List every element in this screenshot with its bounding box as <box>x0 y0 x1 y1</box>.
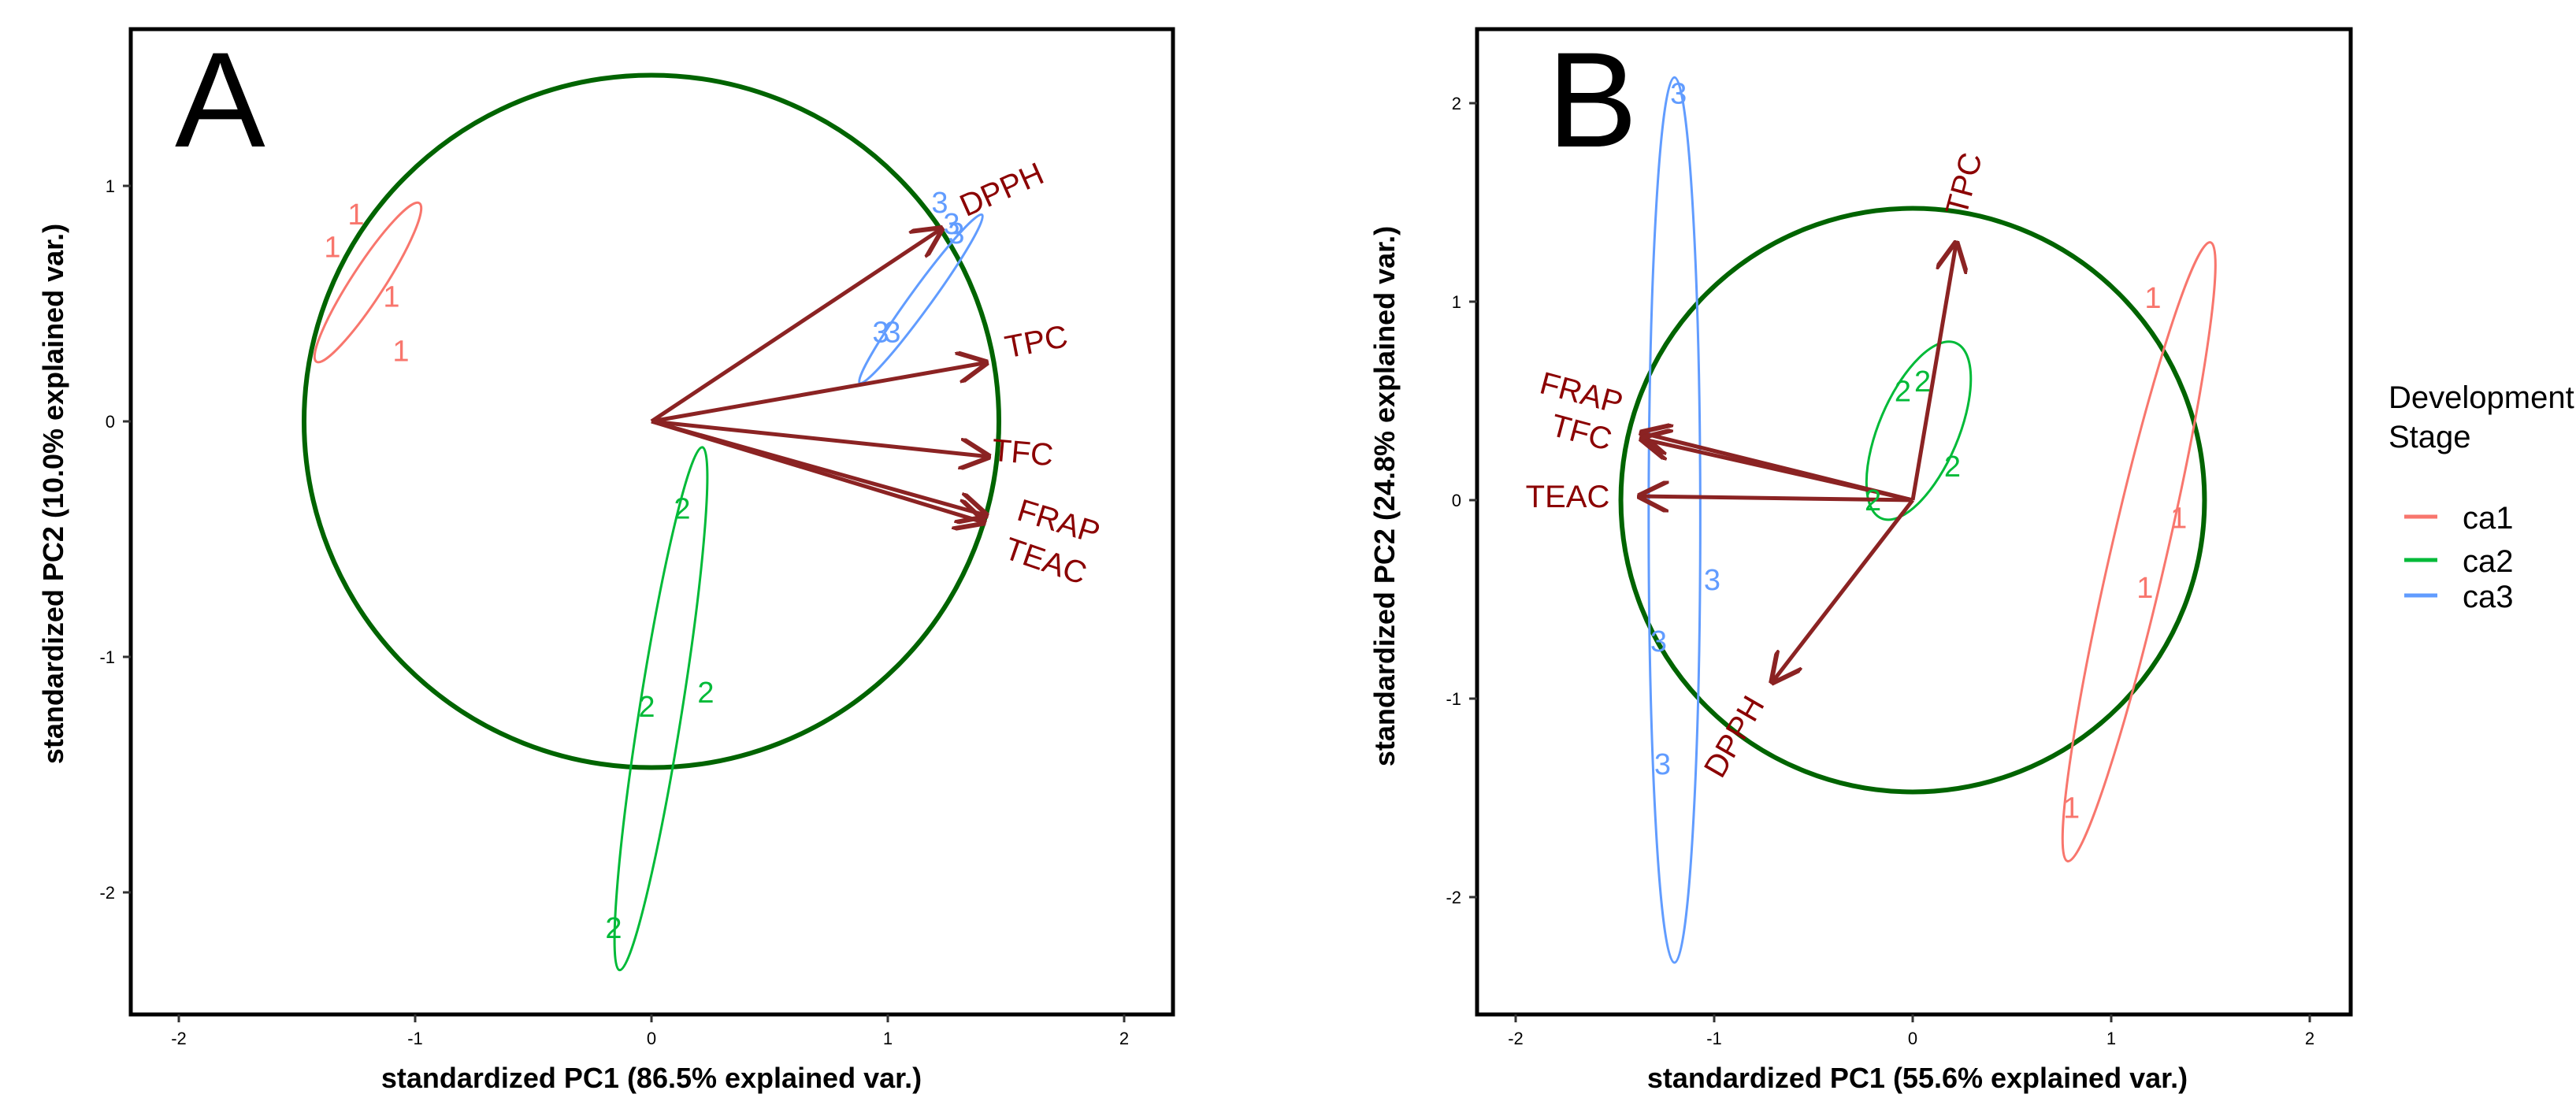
panel-b-point-ca3: 3 <box>1654 748 1671 781</box>
panel-b-plot: -2 -1 0 1 2-2-1012111122223333TPCFRAPTFCTEAC… <box>1446 27 2353 1048</box>
panel-a-point-ca2: 2 <box>638 691 655 724</box>
panel-b-y-tick-label: 1 <box>1452 292 1461 312</box>
panel-b-point-ca2: 2 <box>1895 375 1911 408</box>
panel-a-x-tick-label: 2 <box>1119 1029 1129 1048</box>
panel-b-y-tick-label: 0 <box>1452 491 1461 510</box>
panel-a-ellipse-ca3 <box>858 213 984 385</box>
panel-b-correlation-circle <box>1618 206 2207 795</box>
panel-b-x-tick-label: 1 <box>2106 1029 2116 1048</box>
panel-a-point-ca3: 3 <box>884 316 900 349</box>
panel-b-point-ca1: 1 <box>2136 572 2153 605</box>
panel-a-point-ca3: 3 <box>872 316 889 349</box>
panel-a-arrow-label-tfc: TFC <box>990 433 1054 473</box>
panel-b-arrow-label-teac: TEAC <box>1526 480 1610 514</box>
panel-b-x-tick-label: -1 <box>1706 1029 1722 1048</box>
panel-a-plot: -2 -1 0 1 2-2-1011111222233333DPPHTPCTFCFRAP… <box>99 27 1175 1048</box>
legend-item-ca2: ca2 <box>2404 544 2514 579</box>
panel-a-x-tick-label: -2 <box>171 1029 187 1048</box>
panel-b-point-ca2: 2 <box>1914 365 1931 399</box>
legend-label-ca3: ca3 <box>2463 580 2514 614</box>
panel-a-arrow-label-tpc: TPC <box>1002 319 1071 365</box>
panel-b-arrow-dpph <box>1772 499 1914 683</box>
panel-b-point-ca3: 3 <box>1650 625 1667 658</box>
legend-item-ca3: ca3 <box>2404 580 2514 614</box>
panel-a-point-ca1: 1 <box>392 335 409 368</box>
panel-a-point-ca1: 1 <box>347 198 364 232</box>
panel-b-point-ca3: 3 <box>1704 564 1720 597</box>
panel-a-point-ca3: 3 <box>943 208 960 241</box>
panel-b-ellipse-ca3 <box>1647 76 1702 964</box>
panel-a-y-tick-label: -2 <box>99 883 115 903</box>
panel-b-point-ca1: 1 <box>2063 792 2080 825</box>
panel-b-point-ca2: 2 <box>1944 451 1961 484</box>
panel-b-arrow-label-frap: FRAP <box>1536 365 1626 421</box>
panel-b-arrow-tpc <box>1910 242 1956 501</box>
legend: Development Stage ca1 ca2 ca3 <box>2389 380 2574 614</box>
panel-a-point-ca2: 2 <box>605 912 622 945</box>
panel-a-point-ca1: 1 <box>324 232 340 265</box>
panel-a-arrow-label-dpph: DPPH <box>955 156 1049 223</box>
panel-a-arrow-tpc <box>651 362 987 424</box>
panel-b: B -2 -1 0 1 2-2-1012111122223333TPCFRAPTFCTE… <box>1368 24 2353 1094</box>
panel-b-x-tick-label: -2 <box>1508 1029 1524 1048</box>
panel-b-x-axis-title: standardized PC1 (55.6% explained var.) <box>1647 1062 2188 1094</box>
panel-b-x-tick-label: 2 <box>2305 1029 2314 1048</box>
panel-b-y-tick-label: 2 <box>1452 94 1461 113</box>
panel-b-arrow-label-dpph: DPPH <box>1698 690 1772 783</box>
panel-b-letter: B <box>1547 24 1638 176</box>
panel-a-correlation-circle <box>302 72 1001 770</box>
legend-title-line1: Development <box>2389 380 2574 415</box>
panel-b-point-ca3: 3 <box>1670 77 1687 110</box>
panel-b-frame <box>1475 27 2353 1017</box>
panel-b-arrow-tfc <box>1641 439 1913 503</box>
panel-a-ellipse-ca2 <box>613 446 709 972</box>
legend-label-ca1: ca1 <box>2463 501 2514 536</box>
panel-a-x-tick-label: 1 <box>883 1029 893 1048</box>
panel-b-ellipse-ca2 <box>1865 340 1973 521</box>
panel-a-y-tick-label: -1 <box>99 647 115 667</box>
panel-a-x-axis-title: standardized PC1 (86.5% explained var.) <box>381 1062 922 1094</box>
legend-label-ca2: ca2 <box>2463 544 2514 579</box>
panel-a: A -2 -1 0 1 2-2-1011111222233333DPPHTPCTFCFR… <box>37 24 1175 1094</box>
panel-b-point-ca1: 1 <box>2170 503 2187 536</box>
panel-a-point-ca2: 2 <box>697 677 714 710</box>
panel-a-arrow-teac <box>651 419 985 523</box>
legend-title-line2: Stage <box>2389 420 2471 454</box>
panel-b-arrow-teac <box>1639 496 1913 500</box>
panel-a-x-tick-label: 0 <box>647 1029 656 1048</box>
panel-a-y-tick-label: 0 <box>106 412 115 432</box>
panel-a-point-ca3: 3 <box>948 217 964 250</box>
panel-b-point-ca2: 2 <box>1865 484 1881 517</box>
panel-a-x-tick-label: -1 <box>407 1029 423 1048</box>
panel-a-arrow-dpph <box>650 228 942 424</box>
panel-b-y-tick-label: -2 <box>1446 888 1461 907</box>
panel-a-point-ca3: 3 <box>931 187 948 220</box>
panel-b-y-tick-label: -1 <box>1446 689 1461 709</box>
panel-b-ellipse-ca1 <box>2061 241 2217 862</box>
panel-a-letter: A <box>175 24 265 176</box>
panel-b-x-tick-label: 0 <box>1908 1029 1917 1048</box>
panel-b-y-axis-title: standardized PC2 (24.8% explained var.) <box>1368 226 1401 766</box>
panel-a-point-ca1: 1 <box>383 281 399 314</box>
panel-a-y-axis-title: standardized PC2 (10.0% explained var.) <box>37 224 69 764</box>
panel-a-ellipse-ca1 <box>313 201 423 364</box>
panel-a-arrow-tfc <box>651 419 989 457</box>
legend-item-ca1: ca1 <box>2404 501 2514 536</box>
panel-b-point-ca1: 1 <box>2144 282 2161 315</box>
panel-b-arrow-label-tpc: TPC <box>1939 149 1989 219</box>
panel-a-y-tick-label: 1 <box>106 176 115 196</box>
panel-a-point-ca2: 2 <box>674 493 690 526</box>
